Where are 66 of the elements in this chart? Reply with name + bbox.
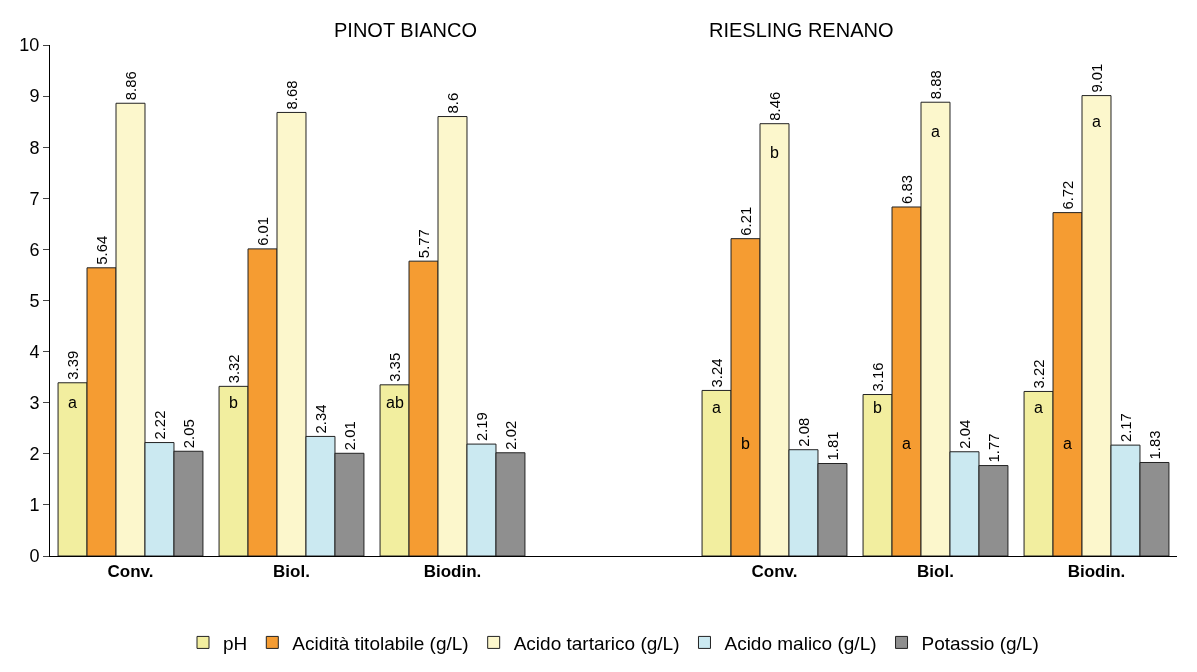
legend-label: Acido malico (g/L) [724, 632, 877, 654]
data-label: 2.17 [1117, 413, 1134, 443]
data-label: 6.83 [898, 175, 915, 204]
data-label: 5.77 [415, 229, 432, 259]
data-label: 3.39 [65, 350, 81, 380]
data-label: 8.46 [766, 91, 783, 121]
data-label: 2.01 [341, 421, 358, 451]
x-tick-label: Biol. [917, 562, 954, 582]
annotation: a [1063, 435, 1072, 452]
data-label: 8.86 [122, 71, 139, 101]
data-label: 8.6 [444, 92, 461, 114]
y-tick-label: 5 [29, 290, 40, 311]
legend-label: pH [223, 632, 248, 654]
text: PINOT BIANCO [334, 19, 477, 41]
data-label: 8.88 [927, 70, 944, 100]
data-label: 2.08 [795, 417, 812, 447]
y-tick-label: 1 [29, 495, 40, 516]
y-tick-label: 0 [29, 546, 40, 567]
annotation: ab [386, 394, 404, 411]
x-tick-label: Conv. [751, 562, 798, 582]
x-tick-label: Biol. [273, 562, 310, 582]
data-label: 8.68 [283, 80, 300, 110]
data-label: 1.83 [1146, 430, 1163, 460]
annotation: a [902, 435, 911, 452]
y-tick-label: 3 [29, 393, 40, 413]
data-label: 1.77 [985, 433, 1002, 463]
legend-label: Potassio (g/L) [921, 632, 1039, 654]
x-tick-label: Biodin. [1067, 562, 1126, 582]
y-tick-label: 6 [29, 239, 40, 260]
data-label: 2.05 [180, 419, 197, 449]
y-tick-label: 4 [29, 341, 40, 362]
data-label: 3.16 [870, 362, 886, 392]
y-tick-label: 2 [29, 444, 40, 465]
annotation: b [741, 435, 750, 452]
data-label: 3.24 [709, 358, 725, 388]
y-tick-label: 9 [29, 86, 40, 107]
y-tick-label: 8 [29, 137, 40, 158]
data-label: 2.34 [312, 404, 329, 434]
annotation: b [873, 399, 882, 416]
annotation: a [1034, 399, 1043, 416]
data-label: 6.72 [1059, 180, 1076, 210]
data-label: 3.22 [1031, 359, 1047, 389]
x-tick-label: Conv. [107, 562, 154, 582]
data-label: 2.19 [473, 412, 490, 442]
data-label: 3.35 [387, 352, 403, 382]
y-tick-label: 10 [19, 35, 40, 56]
data-label: 2.22 [151, 410, 168, 440]
data-label: 6.01 [254, 216, 271, 246]
annotation: a [712, 399, 721, 416]
text: RIESLING RENANO [709, 19, 894, 41]
annotation: a [931, 123, 940, 140]
annotation: b [770, 144, 779, 161]
data-label: 5.64 [93, 235, 110, 265]
annotation: b [229, 394, 238, 411]
legend-label: Acido tartarico (g/L) [513, 632, 680, 654]
x-tick-label: Biodin. [423, 562, 482, 582]
data-label: 9.01 [1088, 63, 1105, 93]
annotation: a [68, 394, 77, 411]
data-label: 6.21 [737, 206, 754, 236]
data-label: 3.32 [226, 354, 242, 384]
data-label: 2.02 [502, 420, 519, 450]
annotation: a [1092, 113, 1101, 130]
y-tick-label: 7 [29, 188, 40, 209]
data-label: 2.04 [956, 419, 973, 449]
data-label: 1.81 [824, 431, 841, 461]
legend-label: Acidità titolabile (g/L) [292, 632, 469, 654]
